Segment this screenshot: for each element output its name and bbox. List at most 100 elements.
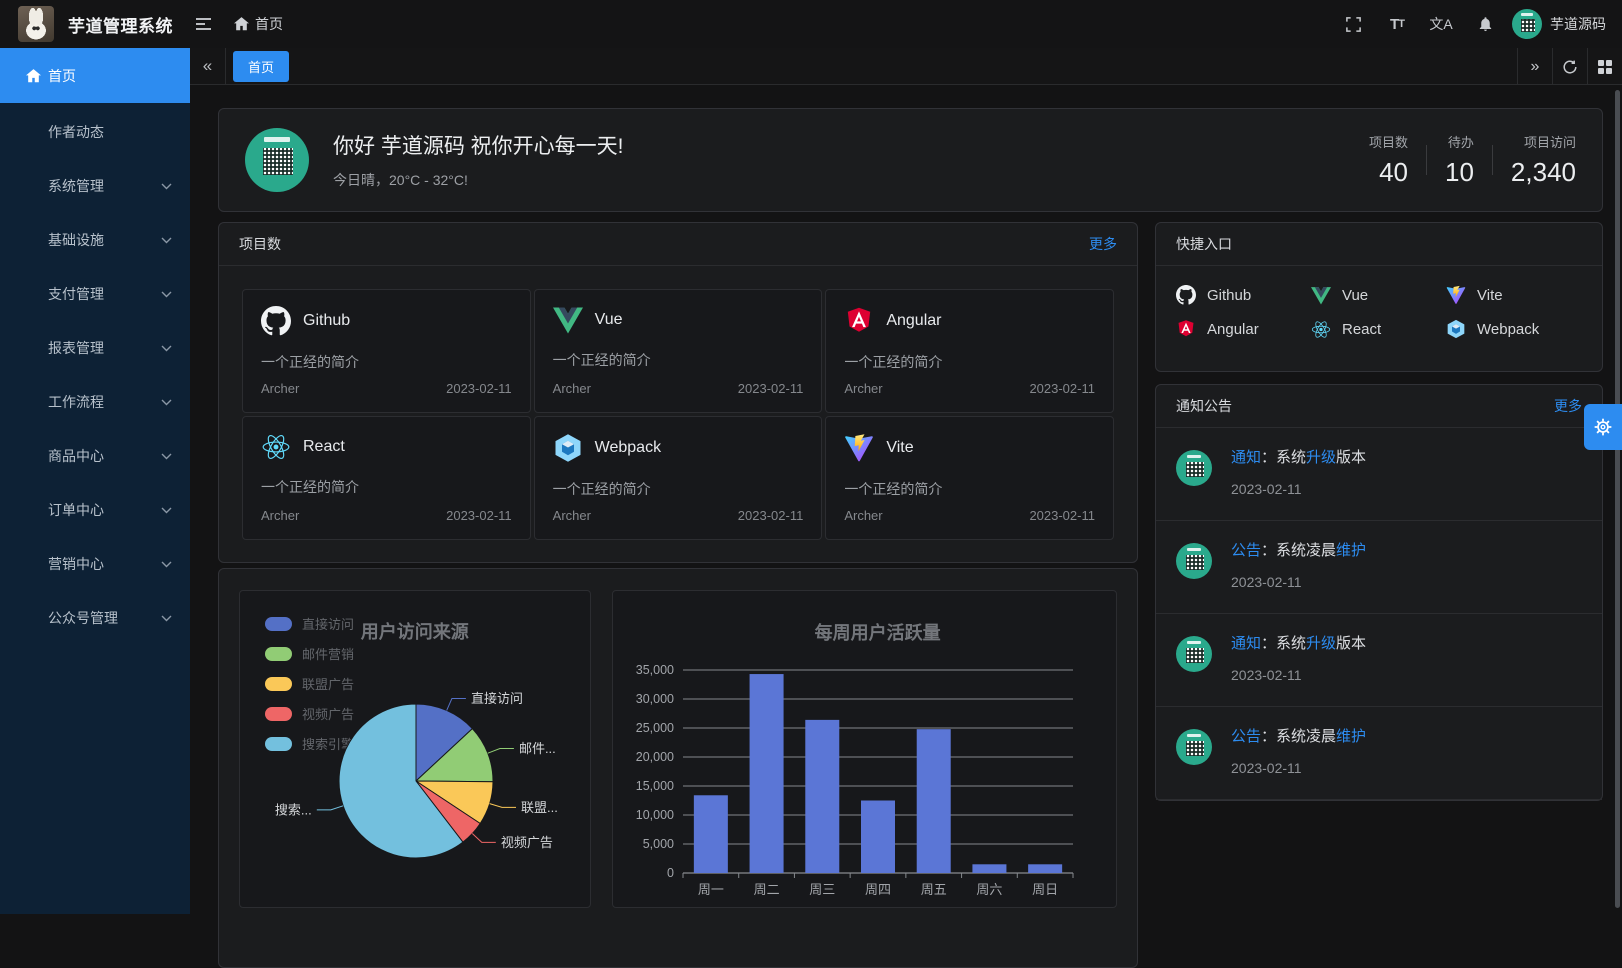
- page-scrollbar[interactable]: [1615, 90, 1620, 908]
- chevron-down-icon: [161, 345, 172, 351]
- layout-grid-icon[interactable]: [1587, 48, 1622, 85]
- project-card-vue[interactable]: Vue 一个正经的简介 Archer 2023-02-11: [533, 289, 823, 413]
- legend-item[interactable]: 搜索引擎: [265, 734, 354, 753]
- sidebar-item-infrastructure[interactable]: 基础设施: [0, 213, 190, 267]
- menu-fold-icon[interactable]: [195, 17, 212, 31]
- project-card-angular[interactable]: Angular 一个正经的简介 Archer 2023-02-11: [825, 289, 1114, 413]
- project-author: Archer: [844, 381, 883, 396]
- user-menu[interactable]: 芋道源码: [1512, 9, 1606, 39]
- angular-icon: [1176, 319, 1196, 339]
- vite-icon: [1446, 285, 1466, 305]
- sidebar-item-order-center[interactable]: 订单中心: [0, 483, 190, 537]
- notice-item[interactable]: 公告：系统凌晨维护 2023-02-11: [1156, 707, 1602, 800]
- legend-item[interactable]: 直接访问: [265, 614, 354, 633]
- sidebar-item-wechat-mgmt[interactable]: 公众号管理: [0, 591, 190, 645]
- projects-more-link[interactable]: 更多: [1089, 236, 1117, 252]
- app-title: 芋道管理系统: [68, 16, 173, 36]
- notice-avatar: [1176, 543, 1212, 579]
- home-icon: [26, 68, 41, 82]
- quick-link-angular[interactable]: Angular: [1176, 319, 1311, 339]
- svg-text:视频广告: 视频广告: [501, 835, 553, 850]
- sidebar-item-marketing-center[interactable]: 营销中心: [0, 537, 190, 591]
- notice-title[interactable]: 通知：系统升级版本: [1231, 449, 1367, 466]
- project-date: 2023-02-11: [1029, 381, 1095, 396]
- notice-title[interactable]: 通知：系统升级版本: [1231, 635, 1367, 652]
- chevron-down-icon: [161, 237, 172, 243]
- home-icon: [234, 17, 249, 31]
- chevron-down-icon: [161, 507, 172, 513]
- vue-icon: [553, 306, 583, 334]
- svg-text:周四: 周四: [865, 882, 891, 897]
- notice-avatar: [1176, 729, 1212, 765]
- sidebar-item-author-news[interactable]: 作者动态: [48, 124, 104, 140]
- project-card-react[interactable]: React 一个正经的简介 Archer 2023-02-11: [242, 416, 531, 540]
- notice-avatar: [1176, 450, 1212, 486]
- quick-link-vue[interactable]: Vue: [1311, 285, 1446, 305]
- fullscreen-icon[interactable]: [1336, 7, 1370, 41]
- projects-panel: 项目数 更多 Github 一个正经的简介 Archer 2023-02-11 V…: [218, 222, 1138, 563]
- project-author: Archer: [844, 508, 883, 523]
- svg-text:周一: 周一: [697, 882, 723, 897]
- quick-entry-panel: 快捷入口 Github Vue Vite Angular React Webpa…: [1155, 222, 1603, 372]
- project-card-github[interactable]: Github 一个正经的简介 Archer 2023-02-11: [242, 289, 531, 413]
- tabs-scroll-right-icon[interactable]: »: [1517, 48, 1552, 85]
- greeting-stats: 项目数 40 待办 10 项目访问 2,340: [1369, 132, 1576, 188]
- app-logo: [18, 6, 54, 42]
- notice-more-link[interactable]: 更多: [1554, 398, 1582, 414]
- project-author: Archer: [261, 381, 300, 396]
- tabs-scroll-left-icon[interactable]: «: [190, 47, 226, 85]
- quick-link-webpack[interactable]: Webpack: [1446, 319, 1602, 339]
- vue-icon: [1311, 286, 1331, 305]
- breadcrumb[interactable]: 首页: [234, 14, 283, 34]
- vite-icon: [844, 433, 874, 463]
- bar-chart-title: 每周用户活跃量: [814, 623, 941, 643]
- chevron-down-icon: [161, 399, 172, 405]
- notification-bell-icon[interactable]: [1468, 7, 1502, 41]
- refresh-icon[interactable]: [1552, 48, 1587, 85]
- sidebar-item-payment-mgmt[interactable]: 支付管理: [0, 267, 190, 321]
- project-date: 2023-02-11: [737, 508, 804, 523]
- project-author: Archer: [552, 381, 591, 396]
- notice-panel-title: 通知公告: [1176, 398, 1232, 414]
- stat-todos: 待办 10: [1445, 135, 1474, 187]
- sidebar-item-home[interactable]: 首页: [0, 48, 190, 103]
- notice-item[interactable]: 公告：系统凌晨维护 2023-02-11: [1156, 521, 1602, 614]
- svg-text:周五: 周五: [920, 882, 946, 897]
- sidebar-item-product-center[interactable]: 商品中心: [0, 429, 190, 483]
- quick-link-github[interactable]: Github: [1176, 285, 1311, 305]
- quick-link-react[interactable]: React: [1311, 319, 1446, 339]
- notice-panel: 通知公告 更多 通知：系统升级版本 2023-02-11 公告：系统凌晨维护 2…: [1155, 384, 1603, 801]
- legend-item[interactable]: 视频广告: [265, 704, 354, 723]
- tab-home[interactable]: 首页: [233, 50, 290, 82]
- project-card-vite[interactable]: Vite 一个正经的简介 Archer 2023-02-11: [825, 416, 1114, 540]
- notice-title[interactable]: 公告：系统凌晨维护: [1231, 542, 1367, 559]
- svg-text:10,000: 10,000: [635, 808, 673, 822]
- webpack-icon: [1446, 319, 1466, 339]
- stat-projects: 项目数 40: [1368, 135, 1408, 187]
- svg-text:周六: 周六: [976, 882, 1002, 897]
- greeting-card: 你好 芋道源码 祝你开心每一天! 今日晴，20°C - 32°C! 项目数 40…: [218, 108, 1603, 212]
- svg-text:30,000: 30,000: [635, 692, 673, 706]
- stat-visits: 项目访问 2,340: [1510, 135, 1576, 187]
- project-card-webpack[interactable]: Webpack 一个正经的简介 Archer 2023-02-11: [533, 416, 823, 540]
- legend-item[interactable]: 邮件营销: [265, 644, 354, 663]
- settings-drawer-button[interactable]: [1584, 404, 1622, 450]
- legend-item[interactable]: 联盟广告: [265, 674, 354, 693]
- quick-entry-title: 快捷入口: [1176, 236, 1232, 252]
- quick-link-vite[interactable]: Vite: [1446, 285, 1602, 305]
- sidebar-item-report-mgmt[interactable]: 报表管理: [0, 321, 190, 375]
- notice-item[interactable]: 通知：系统升级版本 2023-02-11: [1156, 614, 1602, 707]
- notice-date: 2023-02-11: [1231, 760, 1302, 776]
- sidebar-item-system-mgmt[interactable]: 系统管理: [0, 159, 190, 213]
- chevron-down-icon: [161, 561, 172, 567]
- translate-icon[interactable]: 文A: [1429, 16, 1453, 32]
- breadcrumb-home[interactable]: 首页: [255, 16, 283, 32]
- notice-item[interactable]: 通知：系统升级版本 2023-02-11: [1156, 428, 1602, 521]
- notice-title[interactable]: 公告：系统凌晨维护: [1231, 728, 1367, 745]
- pie-chart-title: 用户访问来源: [360, 622, 469, 642]
- notice-avatar: [1176, 636, 1212, 672]
- project-author: Archer: [552, 508, 591, 523]
- sidebar-item-workflow[interactable]: 工作流程: [0, 375, 190, 429]
- chevron-down-icon: [161, 291, 172, 297]
